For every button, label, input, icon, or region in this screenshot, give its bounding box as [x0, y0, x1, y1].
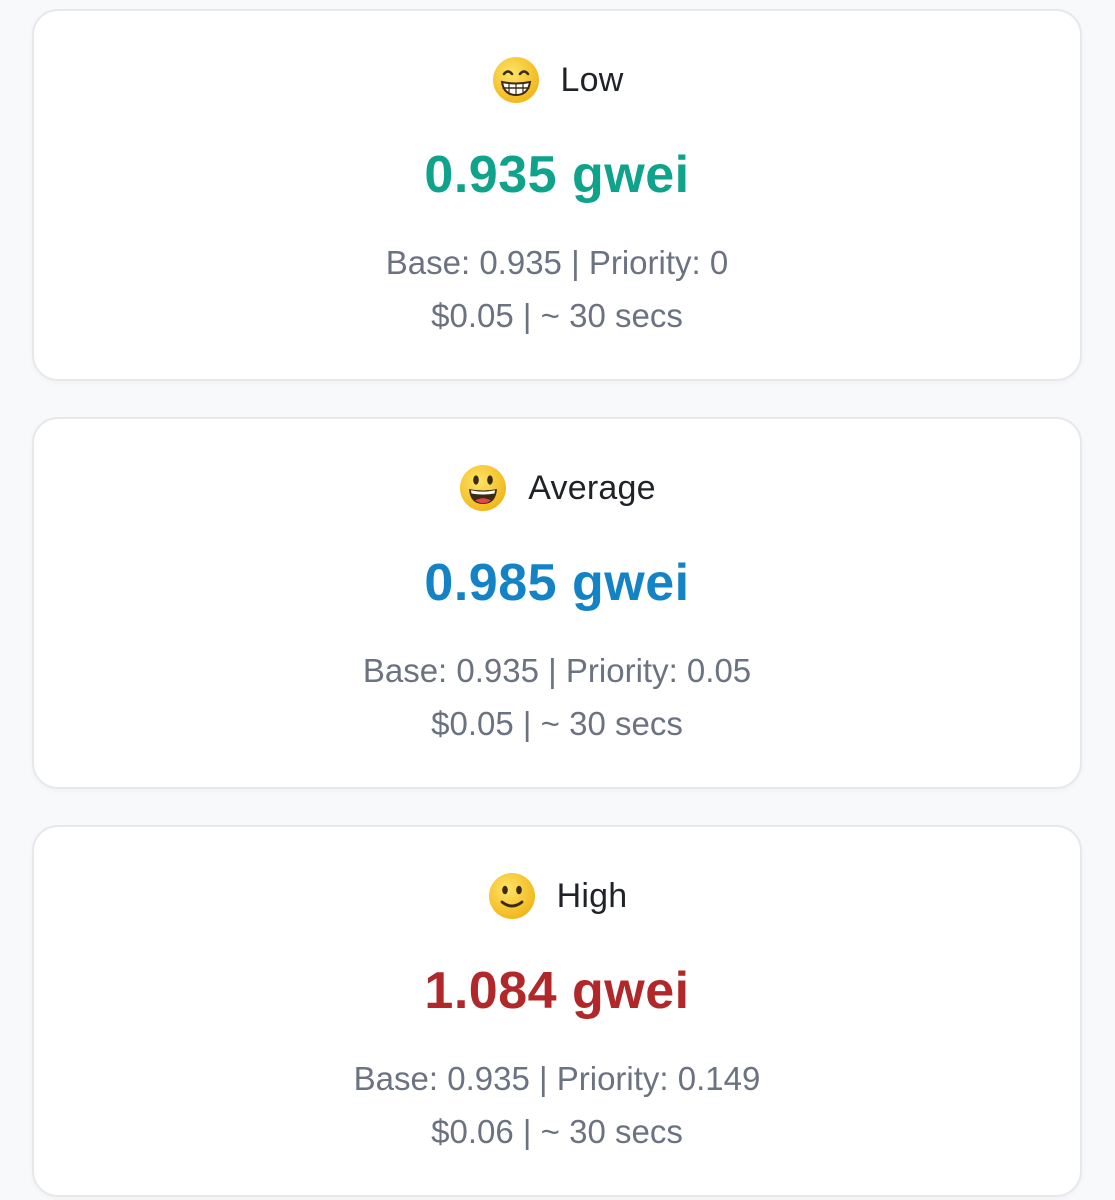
- base-value: 0.935: [479, 244, 562, 281]
- cost-value: $0.06: [431, 1113, 514, 1150]
- time-estimate: ~ 30 secs: [540, 705, 683, 742]
- gas-price: 1.084 gwei: [34, 959, 1080, 1023]
- gas-card-header: Average: [34, 463, 1080, 513]
- priority-value: 0.149: [677, 1060, 761, 1097]
- gas-price-value: 0.935: [424, 146, 558, 204]
- gas-price-value: 1.084: [424, 962, 558, 1020]
- separator: |: [522, 297, 532, 334]
- gas-price: 0.985 gwei: [34, 551, 1080, 615]
- gas-card-high[interactable]: High 1.084 gwei Base: 0.935 | Priority: …: [32, 825, 1082, 1197]
- gas-card-low[interactable]: Low 0.935 gwei Base: 0.935 | Priority: 0…: [32, 9, 1082, 381]
- base-label: Base:: [362, 652, 448, 689]
- cost-value: $0.05: [431, 705, 514, 742]
- base-value: 0.935: [456, 652, 539, 689]
- priority-label: Priority:: [588, 244, 701, 281]
- separator: |: [538, 1060, 548, 1097]
- level-label: High: [556, 876, 628, 915]
- priority-label: Priority:: [556, 1060, 669, 1097]
- fee-breakdown: Base: 0.935 | Priority: 0.149: [34, 1059, 1080, 1099]
- priority-label: Priority:: [565, 652, 678, 689]
- base-label: Base:: [353, 1060, 439, 1097]
- cost-time: $0.05 | ~ 30 secs: [34, 296, 1080, 336]
- gas-card-header: High: [34, 871, 1080, 921]
- grinning-face-with-big-eyes-icon: [460, 465, 507, 511]
- cost-time: $0.06 | ~ 30 secs: [34, 1112, 1080, 1152]
- gas-price: 0.935 gwei: [34, 143, 1080, 207]
- gas-price-unit: gwei: [572, 554, 690, 612]
- separator: |: [522, 1113, 532, 1150]
- cost-value: $0.05: [431, 297, 514, 334]
- gas-price-unit: gwei: [572, 962, 690, 1020]
- base-label: Base:: [385, 244, 471, 281]
- gas-card-header: Low: [34, 55, 1080, 105]
- base-value: 0.935: [447, 1060, 530, 1097]
- time-estimate: ~ 30 secs: [540, 1113, 683, 1150]
- gas-price-unit: gwei: [572, 146, 690, 204]
- slightly-smiling-face-icon: [488, 873, 535, 919]
- gas-card-average[interactable]: Average 0.985 gwei Base: 0.935 | Priorit…: [32, 417, 1082, 789]
- priority-value: 0: [709, 244, 729, 281]
- grinning-face-with-smiling-eyes-icon: [492, 57, 539, 103]
- time-estimate: ~ 30 secs: [540, 297, 683, 334]
- separator: |: [548, 652, 557, 689]
- priority-value: 0.05: [686, 652, 752, 689]
- cost-time: $0.05 | ~ 30 secs: [34, 704, 1080, 744]
- gas-price-value: 0.985: [424, 554, 558, 612]
- fee-breakdown: Base: 0.935 | Priority: 0: [34, 243, 1080, 283]
- level-label: Average: [528, 468, 656, 507]
- separator: |: [571, 244, 580, 281]
- level-label: Low: [560, 60, 624, 99]
- fee-breakdown: Base: 0.935 | Priority: 0.05: [34, 651, 1080, 691]
- separator: |: [522, 705, 532, 742]
